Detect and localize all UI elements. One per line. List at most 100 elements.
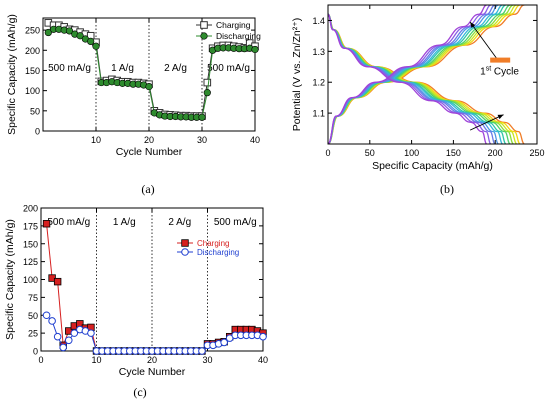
discharge-curve: [328, 13, 525, 144]
x-axis-label: Cycle Number: [119, 366, 186, 378]
rate-annotation: 500 mA/g: [207, 63, 250, 74]
y-tick-label: 75: [28, 293, 38, 303]
data-point: [200, 21, 208, 29]
rate-annotation: 2 A/g: [168, 217, 191, 228]
data-point: [53, 277, 62, 286]
x-tick-label: 20: [144, 135, 154, 145]
y-axis-label: Potential (V vs. Zn/Zn²⁺): [291, 18, 303, 132]
chart-b: 0 50 100 150 200 250 1.1 1.2 1.3 1.4 Specific Capa…: [291, 4, 545, 172]
rate-annotation: 500 mA/g: [48, 63, 91, 74]
y-tick-label: 200: [25, 46, 40, 56]
y-tick-label: 125: [23, 257, 38, 267]
legend-label: Charging: [197, 239, 229, 248]
x-tick-label: 100: [404, 148, 419, 158]
legend-label: Discharging: [197, 248, 239, 257]
discharge-curve: [328, 13, 492, 144]
y-tick-label: 150: [23, 239, 38, 249]
legend-label: Charging: [216, 20, 251, 30]
legend-label: Discharging: [216, 31, 261, 41]
x-tick-label: 0: [325, 148, 330, 158]
data-point: [70, 329, 79, 337]
x-tick-label: 200: [488, 148, 503, 158]
x-axis-label: Specific Capacity (mAh/g): [372, 160, 493, 172]
x-tick-label: 250: [529, 148, 544, 158]
data-point: [203, 89, 211, 97]
legend: 1st Cycle: [480, 57, 519, 78]
discharge-curve: [328, 13, 488, 144]
chart-c: 0 10 20 30 40 0 25 50 75 100 125 150 175 200 Cycle Num…: [4, 204, 268, 379]
data-point: [92, 42, 100, 50]
x-tick-label: 40: [250, 135, 260, 145]
arrow-head: [470, 21, 476, 28]
legend-label: 1st Cycle: [480, 66, 519, 78]
x-tick-label: 10: [91, 135, 101, 145]
data-point: [48, 317, 56, 325]
data-point: [200, 32, 208, 40]
arrow-head: [497, 114, 504, 120]
data-point: [198, 347, 206, 355]
discharge-curve: [328, 13, 521, 144]
y-axis-label: Specific Capacity (mAh/g): [4, 219, 16, 340]
x-axis-label: Cycle Number: [116, 146, 183, 158]
y-tick-label: 0: [35, 127, 40, 137]
y-tick-label: 50: [28, 311, 38, 321]
y-axis-label: Specific Capacity (mAh/g): [6, 14, 18, 135]
data-point: [181, 239, 189, 247]
y-tick-label: 175: [23, 221, 38, 231]
rate-annotation: 500 mA/g: [47, 217, 90, 228]
x-tick-label: 30: [202, 355, 212, 365]
y-tick-label: 1.2: [312, 78, 325, 88]
data-point: [145, 83, 153, 91]
y-tick-label: 100: [25, 86, 40, 96]
panel-label: (c): [133, 385, 146, 399]
chart-a: 10 20 30 40 0 50 100 150 200 250 Cycle Number Speci…: [6, 14, 261, 158]
legend-swatch: [490, 57, 511, 63]
y-tick-label: 25: [28, 329, 38, 339]
panel-label: (b): [440, 182, 454, 196]
trend-arrows: [469, 21, 504, 131]
y-tick-label: 250: [25, 26, 40, 36]
data-point: [259, 332, 267, 341]
rate-annotation: 500 mA/g: [214, 217, 257, 228]
x-tick-label: 50: [365, 148, 375, 158]
data-point: [65, 27, 74, 35]
curves: [328, 5, 525, 144]
x-tick-label: 0: [38, 355, 43, 365]
data-point: [181, 248, 189, 256]
data-point: [59, 343, 68, 352]
data-point: [87, 329, 95, 337]
data-point: [42, 311, 51, 320]
data-point: [220, 338, 228, 347]
plot-frame: [327, 4, 538, 145]
rate-annotation: 2 A/g: [164, 63, 187, 74]
data-point: [251, 45, 259, 54]
data-point: [44, 28, 52, 37]
data-point: [198, 113, 206, 121]
y-tick-label: 50: [30, 106, 40, 116]
x-tick-label: 20: [147, 355, 157, 365]
x-tick-label: 10: [91, 355, 101, 365]
y-tick-label: 100: [23, 275, 38, 285]
y-tick-label: 1.1: [312, 109, 325, 119]
data-point: [64, 336, 73, 345]
data-point: [203, 78, 212, 87]
y-tick-label: 1.4: [312, 16, 325, 26]
y-tick-label: 150: [25, 66, 40, 76]
trend-arrow: [469, 114, 504, 131]
charge-curve: [328, 5, 488, 144]
rate-annotation: 1 A/g: [113, 217, 136, 228]
data-point: [42, 220, 51, 228]
rate-annotation: 1 A/g: [111, 63, 134, 74]
trend-arrow: [469, 21, 500, 63]
x-tick-label: 30: [197, 135, 207, 145]
data-point: [53, 332, 62, 341]
data-point: [87, 37, 95, 46]
panel-label: (a): [141, 182, 154, 196]
x-tick-label: 150: [446, 148, 461, 158]
y-tick-label: 0: [33, 347, 38, 357]
data-point: [76, 32, 84, 40]
y-tick-label: 1.3: [312, 47, 325, 57]
